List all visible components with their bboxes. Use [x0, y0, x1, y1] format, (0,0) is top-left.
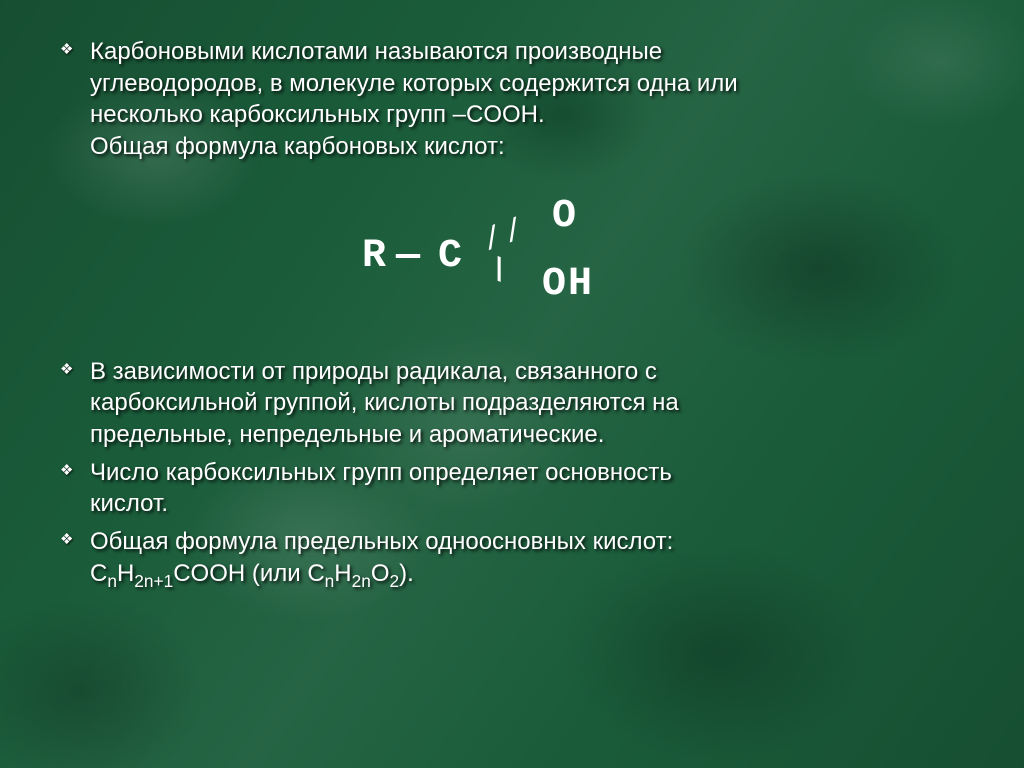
- b4s3: n: [325, 571, 335, 591]
- formula-block: R — C ⁄⁄ ﹨ O OH: [56, 197, 968, 312]
- b2l1: В зависимости от природы радикала, связа…: [90, 358, 657, 385]
- bullet-1-text: Карбоновыми кислотами называются произво…: [90, 38, 738, 160]
- b4p6: ).: [399, 560, 414, 587]
- b3l1: Число карбоксильных групп определяет осн…: [90, 459, 672, 486]
- b2l2: карбоксильной группой, кислоты подраздел…: [90, 389, 679, 416]
- b1l3: несколько карбоксильных групп –COOH.: [90, 101, 545, 128]
- formula-R: R: [362, 237, 388, 277]
- bullet-2: В зависимости от природы радикала, связа…: [56, 356, 968, 451]
- slide: Карбоновыми кислотами называются произво…: [0, 0, 1024, 768]
- bullet-list-bottom: В зависимости от природы радикала, связа…: [56, 356, 968, 590]
- b1l1: Карбоновыми кислотами называются произво…: [90, 38, 662, 65]
- b4s1: n: [107, 571, 117, 591]
- b4p1: C: [90, 560, 107, 587]
- b4p4: H: [334, 560, 351, 587]
- b4p5: O: [371, 560, 390, 587]
- bullet-3: Число карбоксильных групп определяет осн…: [56, 457, 968, 520]
- bullet-list-top: Карбоновыми кислотами называются произво…: [56, 36, 968, 163]
- structural-formula: R — C ⁄⁄ ﹨ O OH: [362, 197, 662, 307]
- formula-C: C: [438, 237, 464, 277]
- bullet-3-text: Число карбоксильных групп определяет осн…: [90, 459, 672, 518]
- bullet-4-text: Общая формула предельных одноосновных ки…: [90, 528, 673, 587]
- bullet-4: Общая формула предельных одноосновных ки…: [56, 526, 968, 589]
- b4p2: H: [117, 560, 134, 587]
- b4p3: COOH (или C: [173, 560, 324, 587]
- b1l2: углеводородов, в молекуле которых содерж…: [90, 70, 738, 97]
- bullet-2-text: В зависимости от природы радикала, связа…: [90, 358, 679, 448]
- bullet-1: Карбоновыми кислотами называются произво…: [56, 36, 968, 163]
- b4s5: 2: [390, 571, 400, 591]
- b4l1: Общая формула предельных одноосновных ки…: [90, 528, 673, 555]
- formula-O: O: [552, 197, 578, 237]
- formula-dash: —: [396, 237, 422, 277]
- b4s2: 2n+1: [134, 571, 173, 591]
- formula-OH: OH: [542, 265, 594, 305]
- b1l4: Общая формула карбоновых кислот:: [90, 133, 505, 160]
- b2l3: предельные, непредельные и ароматические…: [90, 421, 604, 448]
- formula-bond-down: ﹨: [477, 248, 522, 292]
- b3l2: кислот.: [90, 490, 168, 517]
- b4s4: 2n: [352, 571, 371, 591]
